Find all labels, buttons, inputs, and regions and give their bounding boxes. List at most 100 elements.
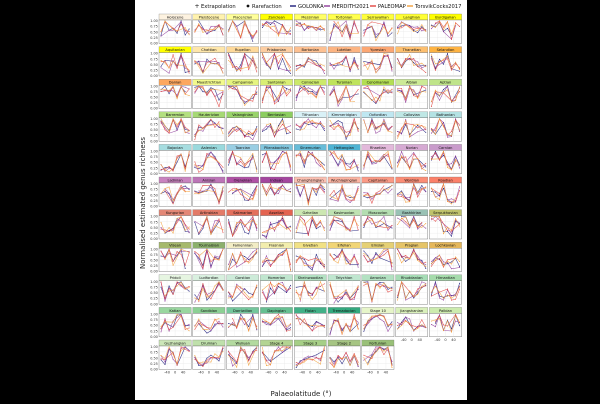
data-point [311, 359, 313, 361]
data-point [180, 54, 182, 56]
data-point [299, 150, 301, 152]
series-line-torsvikcocks2017 [194, 86, 224, 94]
data-point [194, 31, 196, 33]
facet-title: Toarcian [234, 146, 250, 150]
data-point [357, 189, 359, 191]
data-point [349, 297, 351, 299]
data-point [232, 358, 234, 360]
data-point [222, 350, 224, 352]
data-point [311, 119, 313, 121]
data-point [421, 226, 423, 228]
y-tick-label: 0.50 [150, 356, 158, 360]
facet-title: Visean [169, 244, 181, 248]
data-point [168, 29, 170, 31]
data-point [323, 70, 325, 72]
data-point [228, 159, 230, 161]
data-point [194, 355, 196, 356]
data-point [353, 354, 355, 356]
facet-title: Serpukhovian [433, 211, 458, 215]
data-point [311, 90, 313, 92]
data-point [282, 254, 283, 256]
data-point [357, 89, 359, 91]
y-tick-label: 1.00 [150, 280, 158, 284]
data-point [371, 119, 373, 121]
series-line-torsvikcocks2017 [329, 120, 359, 137]
data-point [202, 324, 204, 326]
data-point [252, 195, 254, 197]
data-point [391, 323, 393, 325]
data-point [417, 257, 419, 259]
data-point [188, 226, 190, 228]
data-point [333, 126, 335, 128]
data-point [218, 318, 220, 320]
data-point [413, 183, 415, 185]
data-point [371, 318, 373, 320]
data-point [397, 194, 399, 195]
data-point [307, 57, 309, 59]
data-point [323, 30, 325, 32]
data-point [409, 290, 411, 292]
data-point [261, 162, 263, 163]
data-point [434, 257, 436, 259]
data-point [371, 202, 373, 204]
data-point [447, 89, 448, 91]
data-point [270, 167, 271, 169]
data-point [240, 254, 242, 256]
data-point [421, 165, 423, 167]
data-point [265, 21, 267, 23]
data-point [282, 53, 283, 55]
data-point [228, 219, 230, 221]
data-point [405, 319, 407, 321]
data-point [333, 367, 335, 369]
data-point [228, 295, 230, 297]
data-point [417, 192, 419, 193]
data-point [265, 231, 267, 233]
data-point [447, 262, 448, 264]
data-point [198, 254, 200, 255]
data-point [188, 250, 190, 252]
data-point [439, 318, 440, 320]
data-point [311, 123, 313, 124]
data-point [371, 118, 373, 120]
legend-label: Extrapolation [201, 4, 236, 10]
data-point [240, 193, 242, 195]
data-point [397, 87, 399, 89]
data-point [180, 220, 182, 222]
data-point [214, 60, 216, 62]
data-point [202, 363, 204, 365]
data-point [367, 63, 369, 65]
data-point [447, 166, 448, 168]
data-point [168, 252, 170, 254]
data-point [248, 230, 250, 232]
data-point [299, 64, 301, 66]
data-point [397, 57, 399, 59]
data-point [430, 158, 432, 159]
data-point [274, 226, 275, 228]
data-point [240, 161, 242, 162]
facet-panel: Artinskian [192, 209, 226, 240]
data-point [303, 318, 305, 320]
data-point [160, 61, 162, 63]
data-point [222, 326, 224, 328]
data-point [455, 197, 457, 199]
data-point [307, 235, 309, 236]
facet-panel: Albian [395, 79, 428, 109]
y-tick-label: 0.25 [150, 36, 158, 40]
faceted-richness-chart: + Extrapolation Rarefaction GOLONKA MERDITH2… [139, 3, 462, 398]
data-point [168, 248, 170, 250]
data-point [319, 64, 321, 66]
data-point [425, 191, 427, 193]
data-point [256, 229, 258, 231]
data-point [430, 156, 432, 158]
data-point [375, 227, 377, 228]
data-point [188, 350, 190, 352]
data-point [434, 133, 436, 135]
data-point [194, 134, 196, 136]
data-point [210, 31, 212, 33]
series-line-golonka [295, 350, 325, 368]
data-point [214, 325, 216, 327]
data-point [168, 132, 170, 134]
data-point [353, 313, 355, 315]
data-point [236, 125, 238, 127]
data-point [379, 315, 381, 317]
